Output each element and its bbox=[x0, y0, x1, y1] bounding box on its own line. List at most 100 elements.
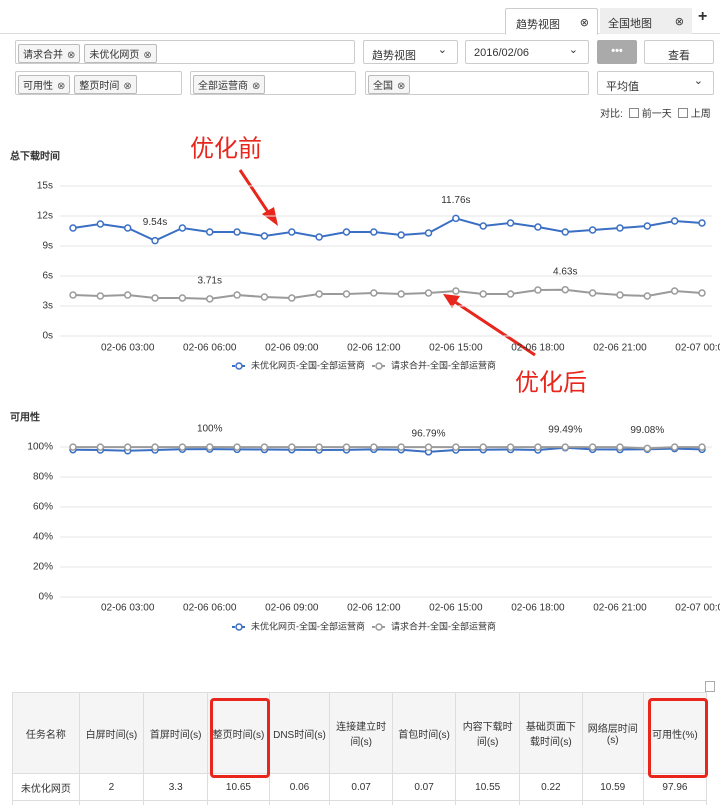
table-row: 未优化网页 2 3.3 10.65 0.06 0.07 0.07 10.55 0.22 10.59… bbox=[12, 773, 708, 801]
point bbox=[260, 232, 269, 240]
table-cell: 未优化网页 bbox=[12, 773, 80, 801]
region-filter[interactable]: 全国 bbox=[365, 71, 589, 95]
data-table: 任务名称 白屏时间(s) 首屏时间(s) 整页时间(s) DNS时间(s) 连接建立时间(… bbox=[12, 692, 708, 805]
point bbox=[96, 292, 105, 300]
x-tick-label: 02-06 15:00 bbox=[429, 603, 483, 614]
point bbox=[315, 233, 323, 241]
point bbox=[452, 443, 460, 451]
task-filter[interactable]: 请求合并未优化网页 bbox=[15, 40, 355, 64]
x-tick-label: 02-06 03:00 bbox=[101, 343, 155, 354]
tab-bar bbox=[0, 0, 720, 34]
header-cell: 任务名称 bbox=[12, 692, 80, 774]
submit-button[interactable]: 查看 bbox=[644, 40, 714, 64]
view-select[interactable]: 趋势视图 bbox=[363, 40, 458, 64]
point bbox=[424, 289, 433, 297]
point bbox=[561, 228, 570, 236]
table-cell: 99.85 bbox=[642, 800, 708, 805]
point bbox=[370, 228, 378, 236]
point bbox=[670, 287, 679, 295]
aggregate-select[interactable]: 平均值 bbox=[597, 71, 714, 95]
x-tick-label: 02-07 00:00 bbox=[675, 343, 720, 354]
point bbox=[534, 223, 542, 231]
add-tab[interactable]: + bbox=[698, 8, 708, 25]
point bbox=[288, 228, 296, 236]
y-tick-label: 80% bbox=[33, 472, 53, 483]
header-cell: DNS时间(s) bbox=[268, 692, 331, 774]
point bbox=[96, 443, 105, 451]
point bbox=[397, 231, 405, 239]
series-line bbox=[72, 217, 703, 242]
legend-label: 请求合并-全国-全部运营商 bbox=[391, 359, 496, 370]
x-tick-label: 02-07 00:00 bbox=[675, 603, 720, 614]
point bbox=[670, 217, 679, 225]
point bbox=[260, 293, 269, 301]
header-cell: 网络层时间(s) bbox=[581, 692, 644, 774]
point bbox=[233, 291, 241, 299]
annotation: 优化前 bbox=[190, 135, 262, 162]
point bbox=[506, 290, 515, 298]
point bbox=[370, 443, 378, 451]
x-tick-label: 02-06 06:00 bbox=[183, 603, 237, 614]
y-tick-label: 9s bbox=[42, 241, 53, 252]
table-wrap: 任务名称 白屏时间(s) 首屏时间(s) 整页时间(s) DNS时间(s) 连接建立时间(… bbox=[12, 692, 708, 805]
tag[interactable]: 可用性 bbox=[18, 75, 71, 94]
point bbox=[616, 224, 624, 232]
more-button[interactable]: ••• bbox=[597, 40, 637, 64]
point bbox=[69, 291, 77, 299]
x-tick-label: 02-06 18:00 bbox=[511, 343, 565, 354]
date-value: 2016/02/06 bbox=[474, 47, 530, 59]
point bbox=[205, 228, 214, 236]
charts: 优化前 优化后 总下载时间 0s 3s 6s 9s 12s 15s 02-06 03:00 02… bbox=[10, 135, 720, 631]
table-cell: 2 bbox=[78, 773, 145, 801]
point bbox=[643, 222, 652, 230]
point bbox=[479, 290, 487, 298]
checkbox[interactable] bbox=[628, 108, 639, 118]
y-tick-label: 12s bbox=[37, 211, 53, 222]
data-label: 99.08% bbox=[630, 425, 664, 436]
x-tick-label: 02-06 06:00 bbox=[183, 343, 237, 354]
point bbox=[506, 219, 515, 227]
point bbox=[534, 443, 542, 451]
tab[interactable]: 全国地图 ⊗ bbox=[600, 8, 692, 34]
tag[interactable]: 全国 bbox=[368, 75, 411, 94]
tab[interactable]: 趋势视图 ⊗ bbox=[505, 8, 598, 35]
tag[interactable]: 整页时间 bbox=[74, 75, 137, 94]
checkbox[interactable] bbox=[677, 108, 688, 118]
point bbox=[397, 290, 405, 298]
table-cell: 0.07 bbox=[329, 773, 393, 801]
table-cell: 0.22 bbox=[519, 773, 583, 801]
tag[interactable]: 未优化网页 bbox=[84, 44, 157, 63]
header-cell: 连接建立时间(s) bbox=[329, 692, 393, 774]
tab-label: 全国地图 bbox=[608, 18, 652, 30]
legend-label: 未优化网页-全国-全部运营商 bbox=[251, 359, 365, 370]
table-cell: 4.15 bbox=[207, 800, 270, 805]
metric-filter[interactable]: 可用性整页时间 bbox=[15, 71, 182, 95]
point bbox=[534, 286, 542, 294]
x-tick-label: 02-06 21:00 bbox=[593, 343, 647, 354]
arrow bbox=[238, 169, 274, 219]
tag[interactable]: 全部运营商 bbox=[193, 75, 266, 94]
header-cell: 可用性(%) bbox=[642, 692, 708, 774]
tab-label: 趋势视图 bbox=[516, 19, 560, 31]
header-cell: 整页时间(s) bbox=[207, 692, 270, 774]
data-label: 4.63s bbox=[553, 266, 577, 277]
export-icon[interactable] bbox=[705, 681, 715, 692]
point bbox=[342, 290, 351, 298]
header-cell: 白屏时间(s) bbox=[78, 692, 145, 774]
point bbox=[561, 443, 570, 451]
y-tick-label: 100% bbox=[27, 442, 53, 453]
point bbox=[588, 443, 597, 451]
date-input[interactable]: 2016/02/06 bbox=[465, 40, 589, 64]
header-cell: 基础页面下载时间(s) bbox=[519, 692, 583, 774]
table-cell: 0.08 bbox=[329, 800, 393, 805]
carrier-filter[interactable]: 全部运营商 bbox=[190, 71, 356, 95]
x-tick-label: 02-06 12:00 bbox=[347, 603, 401, 614]
data-label: 96.79% bbox=[412, 428, 446, 439]
checkbox-label: 上周 bbox=[690, 109, 711, 120]
point bbox=[588, 289, 597, 297]
table-cell: 10.55 bbox=[455, 773, 521, 801]
tag[interactable]: 请求合并 bbox=[18, 44, 81, 63]
data-label: 11.76s bbox=[441, 195, 470, 206]
series-line bbox=[72, 288, 703, 300]
x-tick-label: 02-06 03:00 bbox=[101, 603, 155, 614]
